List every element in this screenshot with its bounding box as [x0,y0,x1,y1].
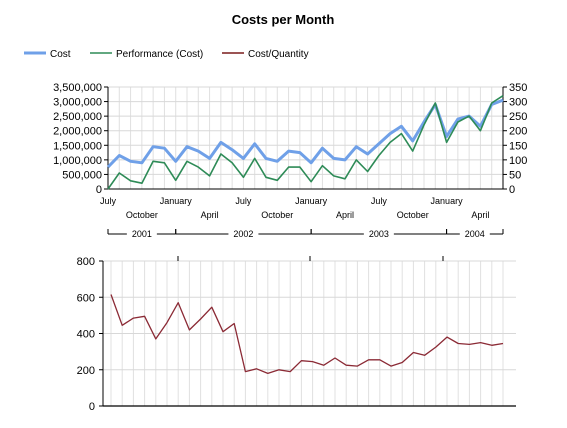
series-line-performance-cost [107,95,504,190]
year-label-bg [126,228,157,240]
legend-label-0: Cost [50,49,71,60]
y-left-tick-label: 3,000,000 [53,97,102,109]
legend-label-2: Cost/Quantity [248,49,309,60]
legend-label-1: Performance (Cost) [116,49,203,60]
y-tick-label: 0 [89,401,95,413]
x-month-label: July [371,196,388,206]
series-line-cost-quantity [110,294,504,375]
x-month-label: October [126,210,158,220]
year-label-bg [459,228,490,240]
y-tick-label: 600 [77,292,95,304]
x-month-label: January [431,196,464,206]
y-left-tick-label: 500,000 [62,169,102,181]
x-month-label: January [295,196,328,206]
x-month-label: April [336,210,354,220]
chart-title: Costs per Month [232,12,335,27]
x-year-label: 2004 [465,229,485,239]
x-month-label: July [100,196,117,206]
y-tick-label: 200 [77,365,95,377]
y-tick-label: 400 [77,329,95,341]
top-chart: Costs per Month Cost Performance (Cost) Cos… [24,12,527,240]
x-month-label: April [201,210,219,220]
x-month-label: October [261,210,293,220]
y-right-tick-label: 350 [509,82,527,94]
y-right-tick-label: 200 [509,126,527,138]
x-month-label: July [235,196,252,206]
year-label-bg [363,228,394,240]
y-right-tick-label: 250 [509,111,527,123]
y-left-tick-label: 2,500,000 [53,111,102,123]
x-month-label: April [471,210,489,220]
y-right-tick-label: 300 [509,97,527,109]
y-right-tick-label: 0 [509,184,515,196]
x-year-label: 2003 [369,229,389,239]
y-left-tick-label: 1,500,000 [53,140,102,152]
x-year-label: 2002 [233,229,253,239]
y-left-tick-label: 3,500,000 [53,82,102,94]
y-tick-label: 800 [77,256,95,268]
year-label-bg [228,228,259,240]
y-left-tick-label: 0 [96,184,102,196]
y-right-tick-label: 50 [509,169,521,181]
bottom-chart: 0 200 400 600 800 [77,256,516,413]
x-month-label: October [397,210,429,220]
x-month-label: January [160,196,193,206]
y-left-tick-label: 1,000,000 [53,155,102,167]
y-right-tick-label: 150 [509,140,527,152]
y-left-tick-label: 2,000,000 [53,126,102,138]
x-year-label: 2001 [132,229,152,239]
y-right-tick-label: 100 [509,155,527,167]
